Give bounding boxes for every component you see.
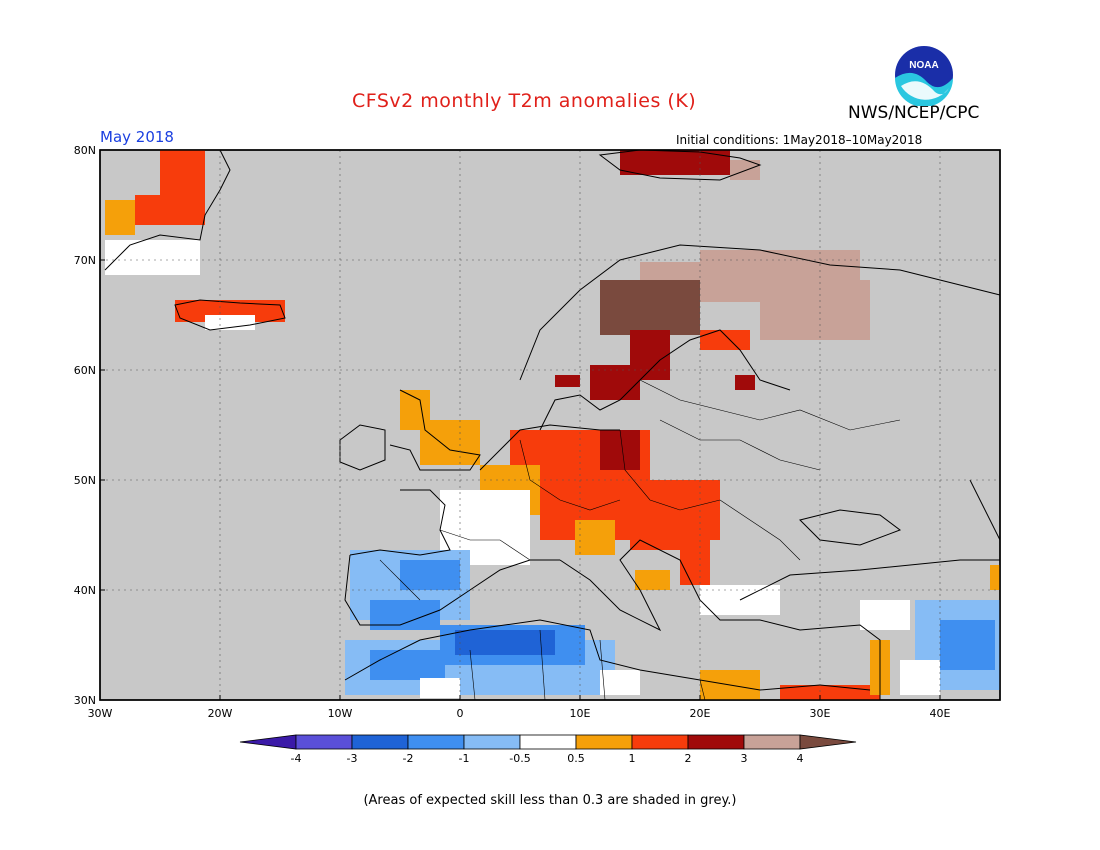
longitude-label: 0 <box>457 707 464 720</box>
colorbar-label: -1 <box>459 752 470 765</box>
map-title: CFSv2 monthly T2m anomalies (K) <box>352 90 697 112</box>
latitude-label: 60N <box>74 364 96 377</box>
colorbar-box <box>295 734 353 750</box>
organization-label: NWS/NCEP/CPC <box>848 103 980 123</box>
colorbar-box <box>743 734 801 750</box>
colorbar-arrow-high <box>799 734 857 750</box>
map-frame <box>99 149 1001 701</box>
longitude-label: 10E <box>570 707 591 720</box>
colorbar-label: 1 <box>629 752 636 765</box>
longitude-label: 20W <box>208 707 233 720</box>
latitude-label: 30N <box>74 694 96 707</box>
logo-text: NOAA <box>909 60 938 71</box>
initial-conditions: Initial conditions: 1May2018–10May2018 <box>676 133 923 147</box>
colorbar-box <box>351 734 409 750</box>
longitude-label: 40E <box>930 707 951 720</box>
colorbar-label: 0.5 <box>567 752 585 765</box>
latitude-labels: 80N 70N 60N 50N 40N 30N <box>74 144 105 707</box>
latitude-label: 80N <box>74 144 96 157</box>
latitude-label: 70N <box>74 254 96 267</box>
colorbar-label: 4 <box>797 752 804 765</box>
longitude-label: 30E <box>810 707 831 720</box>
latitude-label: 50N <box>74 474 96 487</box>
colorbar-box <box>631 734 689 750</box>
country-borders <box>379 379 901 701</box>
longitude-label: 10W <box>328 707 353 720</box>
colorbar-label: -3 <box>347 752 358 765</box>
colorbar-box <box>687 734 745 750</box>
colorbar-label: -2 <box>403 752 414 765</box>
forecast-month: May 2018 <box>100 128 174 146</box>
colorbar-boxes <box>239 734 857 750</box>
noaa-logo-icon: NOAA <box>894 45 954 106</box>
colorbar-label: -0.5 <box>509 752 530 765</box>
colorbar-arrow-low <box>239 734 297 750</box>
colorbar-label: 3 <box>741 752 748 765</box>
latitude-label: 40N <box>74 584 96 597</box>
gridlines <box>100 150 1000 700</box>
longitude-label: 30W <box>88 707 113 720</box>
colorbar-label: 2 <box>685 752 692 765</box>
colorbar-box <box>519 734 577 750</box>
colorbar-box <box>407 734 465 750</box>
colorbar-box <box>463 734 521 750</box>
longitude-label: 20E <box>690 707 711 720</box>
colorbar-label: -4 <box>291 752 302 765</box>
skill-footnote: (Areas of expected skill less than 0.3 a… <box>363 793 737 808</box>
colorbar-box <box>575 734 633 750</box>
longitude-labels: 30W 20W 10W 0 10E 20E 30E 40E <box>88 695 951 720</box>
colorbar-labels: -4 -3 -2 -1 -0.5 0.5 1 2 3 4 <box>291 752 804 765</box>
